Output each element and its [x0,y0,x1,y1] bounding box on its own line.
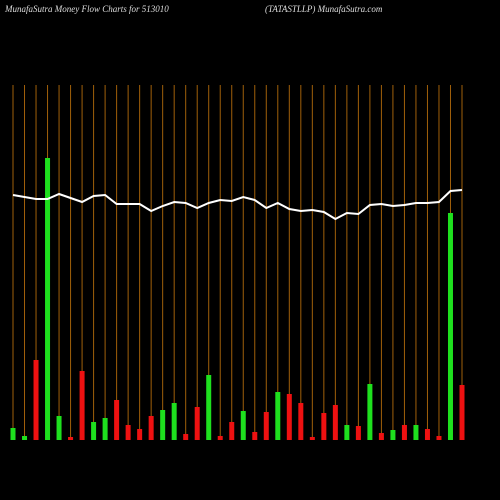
bar [298,403,304,440]
bar [286,394,292,440]
bar [68,437,74,440]
bar [447,213,453,440]
bar [332,405,338,440]
bar [355,426,361,440]
bar [275,392,281,440]
bar [91,422,97,440]
bar [33,360,39,440]
bar [309,437,315,440]
bar [102,418,108,440]
bar [229,422,235,440]
bar [148,416,154,440]
bar [424,429,430,440]
bar [413,425,419,440]
bar [344,425,350,440]
bar [160,410,166,440]
bar [401,425,407,440]
line-series [12,189,463,221]
bar [367,384,373,440]
bar [436,436,442,440]
bar [171,403,177,440]
bar [459,385,465,440]
bar [194,407,200,440]
bar [390,430,396,440]
chart-title: MunafaSutra Money Flow Charts for 513010 [4,4,169,14]
bar [10,428,16,440]
bar [321,413,327,440]
bar [378,433,384,440]
bar [183,434,189,440]
bar [217,436,223,440]
bar [137,429,143,440]
chart-subtitle: (TATASTLLP) MunafaSutra.com [265,4,383,14]
bar [22,436,28,440]
bar [114,400,120,440]
bar [252,432,258,440]
bar [56,416,62,440]
bar [263,412,269,440]
bar [206,375,212,440]
bar [125,425,131,440]
bar [45,158,51,440]
bar [240,411,246,440]
bar [79,371,85,440]
